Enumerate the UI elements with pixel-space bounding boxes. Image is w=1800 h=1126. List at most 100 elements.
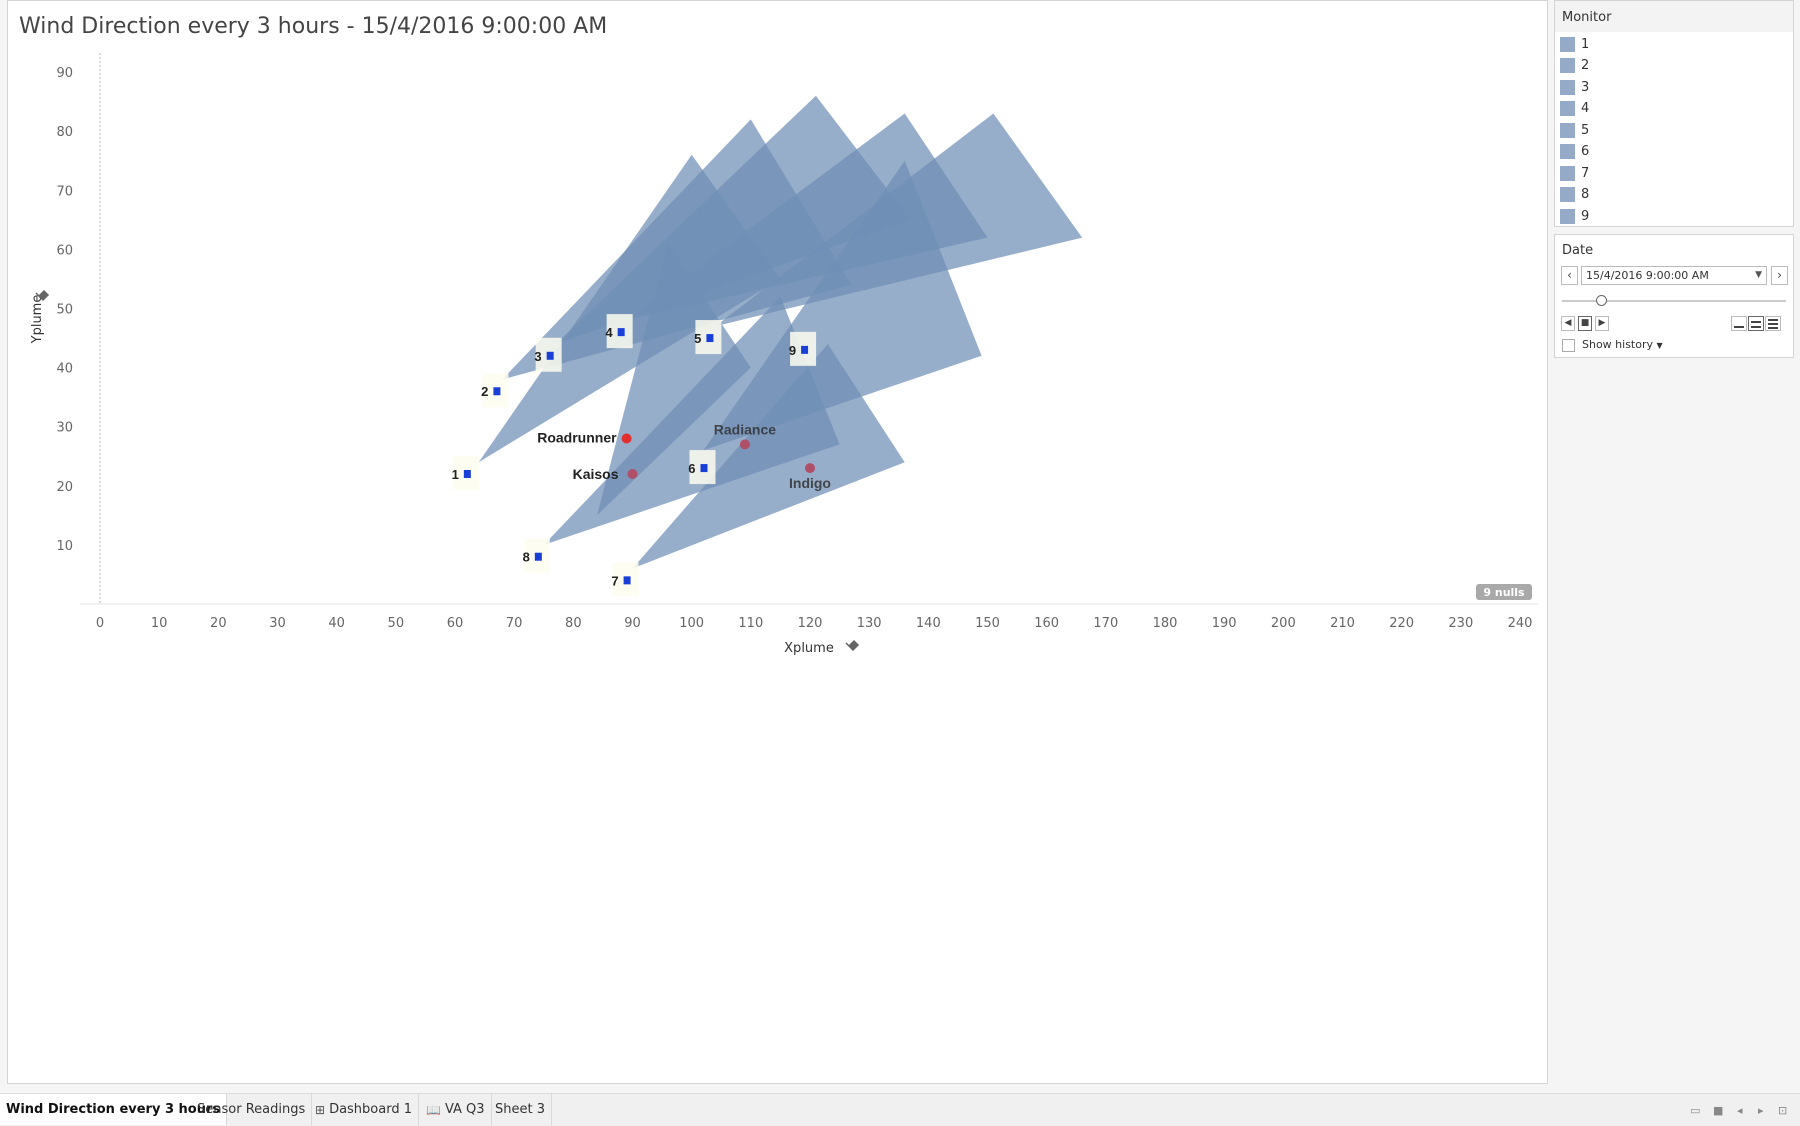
x-axis-pin-icon[interactable]: [845, 639, 860, 652]
speed-fast-button[interactable]: [1765, 316, 1781, 331]
show-history-label[interactable]: Show history ▼: [1582, 338, 1663, 351]
stop-icon: ■: [1580, 318, 1590, 328]
monitor-label: 3: [534, 349, 541, 364]
y-tick-label: 20: [56, 480, 73, 495]
wind-plume-triangle[interactable]: [703, 160, 982, 451]
legend-swatch: [1560, 79, 1575, 95]
x-tick-label: 70: [506, 616, 523, 631]
filmstrip-view-icon[interactable]: ▭: [1690, 1104, 1701, 1117]
monitor-marker[interactable]: [706, 334, 714, 343]
wind-plume-triangle[interactable]: [555, 95, 911, 344]
tab-view-icon[interactable]: ■: [1713, 1104, 1724, 1117]
x-tick-label: 60: [447, 616, 464, 631]
story-book-icon: 📖: [426, 1102, 441, 1117]
date-slider-track[interactable]: [1562, 300, 1786, 302]
legend-item[interactable]: 1: [1560, 34, 1589, 54]
x-tick-label: 140: [916, 616, 941, 631]
tab-va-q3[interactable]: 📖 VA Q3: [420, 1094, 492, 1125]
chevron-down-icon: ▼: [1755, 270, 1762, 280]
legend-label: 3: [1581, 79, 1590, 95]
y-tick-label: 60: [56, 243, 73, 258]
tab-dashboard-1[interactable]: ⊞ Dashboard 1: [309, 1094, 419, 1125]
nulls-badge-label: 9 nulls: [1483, 586, 1525, 599]
station-marker[interactable]: [621, 433, 632, 444]
station-label: Radiance: [714, 421, 776, 437]
legend-item[interactable]: 4: [1560, 99, 1589, 119]
wind-plume-triangle[interactable]: [543, 296, 840, 545]
legend-item[interactable]: 6: [1560, 142, 1589, 162]
show-history-checkbox[interactable]: [1562, 339, 1575, 352]
legend-item[interactable]: 8: [1560, 185, 1589, 205]
tab-sheet-3[interactable]: Sheet 3: [489, 1094, 552, 1125]
next-sheet-icon[interactable]: ▸: [1758, 1104, 1764, 1117]
monitor-marker[interactable]: [493, 387, 501, 396]
date-slider-thumb[interactable]: [1596, 295, 1607, 306]
legend-item[interactable]: 5: [1560, 120, 1589, 140]
x-tick-label: 220: [1389, 616, 1414, 631]
station-marker[interactable]: [739, 439, 750, 450]
nulls-badge[interactable]: [1476, 584, 1532, 600]
stop-button[interactable]: ■: [1578, 316, 1592, 331]
x-tick-label: 80: [565, 616, 582, 631]
previous-date-button[interactable]: ‹: [1561, 266, 1578, 285]
y-axis-pin-icon[interactable]: [35, 289, 50, 302]
legend-item[interactable]: 7: [1560, 163, 1589, 183]
legend-item[interactable]: 3: [1560, 77, 1589, 97]
station-label: Kaisos: [573, 466, 619, 482]
wind-plume-triangle[interactable]: [597, 243, 751, 516]
date-filter-title: Date: [1562, 243, 1594, 258]
y-tick-label: 90: [56, 66, 73, 81]
play-backward-button[interactable]: ◀: [1561, 316, 1575, 331]
previous-sheet-icon[interactable]: ◂: [1737, 1104, 1743, 1117]
monitor-marker[interactable]: [463, 469, 471, 478]
monitor-marker[interactable]: [546, 351, 554, 360]
wind-plume-chart[interactable]: 0 10 20 30 40 50 60 70 80 90 100 110 120 130 140 150 160…: [8, 1, 1549, 681]
y-tick-label: 40: [56, 362, 73, 377]
monitor-label: 2: [481, 384, 488, 399]
x-tick-label: 160: [1034, 616, 1059, 631]
presentation-mode-icon[interactable]: ⊡: [1778, 1104, 1788, 1117]
station-marker[interactable]: [627, 468, 638, 479]
monitor-marker[interactable]: [534, 552, 542, 561]
monitor-marker[interactable]: [617, 328, 625, 337]
speed-slow-button[interactable]: [1731, 316, 1747, 331]
y-axis-title: Yplume: [30, 295, 45, 345]
legend-item[interactable]: 2: [1560, 56, 1589, 76]
legend-item[interactable]: 9: [1560, 206, 1589, 226]
station-label: Indigo: [789, 475, 831, 491]
sheet-tab-bar: Wind Direction every 3 hours Sensor Read…: [0, 1093, 1800, 1126]
speed-medium-button[interactable]: [1748, 316, 1764, 331]
legend-label: 5: [1581, 122, 1590, 138]
date-value: 15/4/2016 9:00:00 AM: [1586, 269, 1709, 282]
date-select[interactable]: 15/4/2016 9:00:00 AM ▼: [1581, 266, 1767, 285]
x-tick-label: 180: [1153, 616, 1178, 631]
x-tick-label: 190: [1212, 616, 1237, 631]
monitor-marker[interactable]: [623, 576, 631, 585]
caret-down-icon: ▼: [1656, 341, 1663, 350]
station-marker[interactable]: [805, 463, 815, 474]
monitor-label: 1: [452, 467, 459, 482]
wind-plume-triangle[interactable]: [626, 113, 988, 321]
x-tick-label: 30: [269, 616, 286, 631]
monitor-marker[interactable]: [801, 345, 809, 354]
legend-swatch: [1560, 122, 1575, 138]
next-date-button[interactable]: ›: [1771, 266, 1788, 285]
tab-sensor-readings[interactable]: Sensor Readings: [191, 1094, 313, 1125]
x-tick-label: 10: [151, 616, 168, 631]
legend-swatch: [1560, 208, 1575, 224]
legend-label: 9: [1581, 208, 1590, 224]
play-forward-button[interactable]: ▶: [1595, 316, 1609, 331]
x-tick-label: 210: [1330, 616, 1355, 631]
legend-label: 7: [1581, 165, 1590, 181]
legend-swatch: [1560, 165, 1575, 181]
x-tick-label: 50: [388, 616, 405, 631]
sheet-title: Wind Direction every 3 hours - 15/4/2016…: [19, 14, 608, 39]
monitor-marker[interactable]: [700, 464, 708, 473]
monitor-label: 4: [605, 325, 613, 340]
y-tick-label: 30: [56, 421, 73, 436]
x-tick-label: 120: [798, 616, 823, 631]
legend-swatch: [1560, 187, 1575, 202]
tab-wind-direction[interactable]: Wind Direction every 3 hours: [0, 1094, 228, 1125]
monitor-label: 7: [611, 573, 618, 588]
x-tick-label: 150: [975, 616, 1000, 631]
